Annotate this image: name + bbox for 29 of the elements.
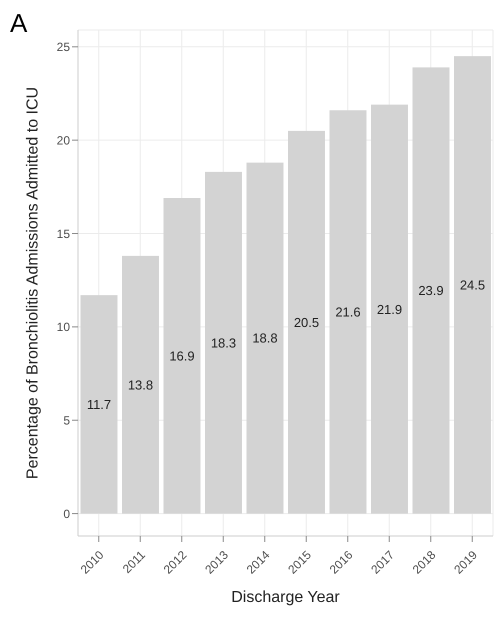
data-label: 18.8 [252, 330, 278, 346]
bar [329, 110, 366, 514]
data-label: 21.9 [376, 302, 402, 317]
y-tick-label: 25 [56, 40, 70, 54]
data-label: 18.3 [210, 335, 236, 350]
data-label: 13.8 [128, 377, 154, 392]
y-tick-label: 0 [63, 506, 70, 521]
x-axis-title: Discharge Year [231, 589, 340, 606]
data-label: 23.9 [418, 283, 444, 298]
bar [80, 295, 118, 514]
y-axis-title: Percentage of Bronchiolitis Admissions Admitted to ICU [24, 86, 42, 480]
bar [122, 256, 159, 514]
y-tick-label: 15 [56, 226, 70, 241]
data-label: 21.6 [335, 304, 361, 320]
bar [454, 56, 491, 514]
y-tick-label: 10 [56, 320, 70, 334]
bar [163, 198, 200, 514]
chart-title: A [10, 8, 28, 39]
bar [246, 162, 284, 514]
data-label: 16.9 [169, 348, 195, 364]
data-label: 11.7 [86, 396, 112, 412]
y-tick-label: 20 [56, 133, 70, 148]
bar [288, 130, 325, 514]
bar [412, 67, 450, 514]
data-label: 20.5 [294, 314, 320, 330]
y-tick-label: 5 [63, 413, 70, 428]
data-label: 24.5 [460, 277, 486, 292]
bar [204, 172, 242, 514]
bar [370, 104, 408, 514]
